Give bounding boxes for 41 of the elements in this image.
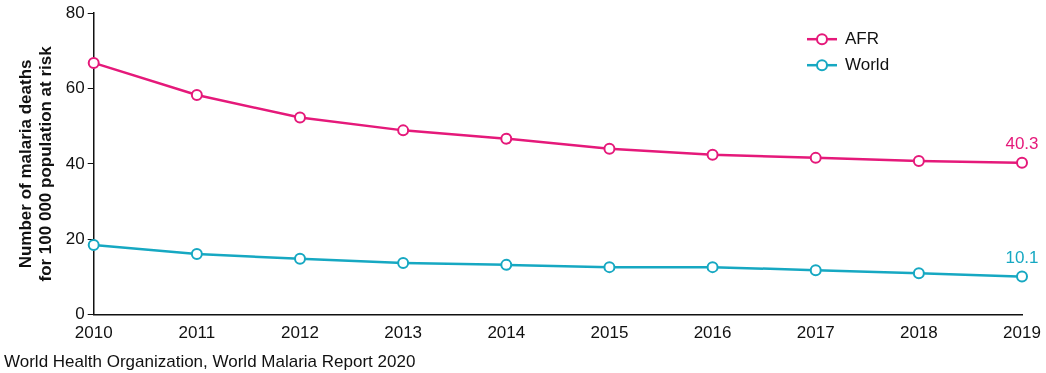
x-tick-label: 2019 xyxy=(1003,323,1041,343)
x-tick-label: 2012 xyxy=(281,323,319,343)
data-label: 40.3 xyxy=(1005,133,1039,153)
point xyxy=(294,111,306,124)
point xyxy=(1016,156,1028,169)
point xyxy=(500,132,513,145)
y-axis-title: Number of malaria deaths for 100 000 population at risk xyxy=(15,45,56,282)
data-label: 10.1 xyxy=(1005,247,1039,267)
point xyxy=(912,267,925,280)
legend-label: World xyxy=(845,54,890,74)
text: World Health Organization, World Malaria Report 2020 xyxy=(4,352,416,372)
y-tick-label: 0 xyxy=(75,304,85,324)
x-tick-label: 2017 xyxy=(796,323,835,343)
point xyxy=(706,148,719,161)
point xyxy=(190,88,203,101)
y-tick-label: 60 xyxy=(65,78,85,98)
point xyxy=(706,261,719,274)
point xyxy=(397,256,410,269)
point xyxy=(87,56,100,69)
y-tick-label: 80 xyxy=(65,2,85,22)
point xyxy=(190,247,203,260)
x-tick-label: 2011 xyxy=(178,323,216,343)
y-tick-label: 40 xyxy=(65,153,85,173)
point xyxy=(809,264,822,277)
x-tick-label: 2016 xyxy=(693,323,732,343)
x-tick-label: 2010 xyxy=(74,323,113,343)
point xyxy=(1016,270,1028,283)
point xyxy=(912,154,925,167)
x-tick-label: 2014 xyxy=(487,323,526,343)
point xyxy=(294,252,306,265)
y-tick-label: 20 xyxy=(65,228,85,248)
x-tick-label: 2015 xyxy=(590,323,629,343)
point xyxy=(603,142,616,155)
legend-label: AFR xyxy=(845,28,879,48)
point xyxy=(809,151,822,164)
point xyxy=(87,238,100,251)
point xyxy=(500,258,513,271)
x-tick-label: 2018 xyxy=(899,323,938,343)
point xyxy=(603,261,616,274)
point xyxy=(397,124,410,137)
x-tick-label: 2013 xyxy=(384,323,423,343)
